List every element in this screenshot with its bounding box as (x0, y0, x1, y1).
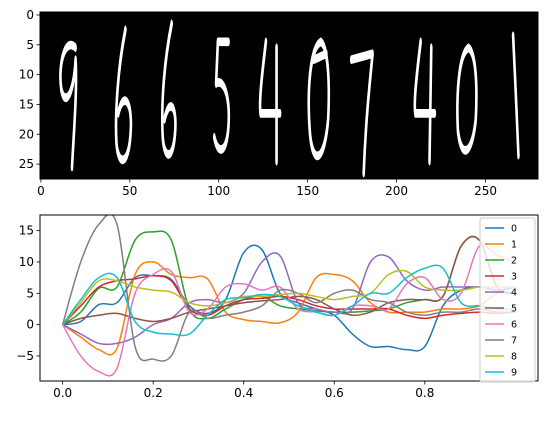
legend-label-1: 1 (511, 240, 517, 251)
image-x-tick-label: 150 (296, 184, 319, 198)
image-panel: 0 50 100 150 200 250 0 5 10 15 20 25 (19, 8, 538, 198)
image-x-tick-label: 200 (385, 184, 408, 198)
image-x-ticks: 0 50 100 150 200 250 (37, 179, 497, 198)
series-lines (63, 214, 516, 376)
chart-x-tick-label: 0.2 (144, 386, 163, 400)
chart-y-tick-label: −5 (16, 349, 34, 363)
chart-x-tick-label: 0.6 (325, 386, 344, 400)
chart-y-ticks: −5 0 5 10 15 (16, 224, 40, 363)
legend-label-9: 9 (511, 368, 517, 379)
image-y-ticks: 0 5 10 15 20 25 (19, 8, 40, 171)
chart-x-ticks: 0.0 0.2 0.4 0.6 0.8 (53, 381, 434, 400)
legend-label-0: 0 (511, 224, 517, 235)
legend: 0 1 2 3 4 5 6 7 8 9 (480, 218, 535, 382)
digit-image-background (40, 12, 538, 179)
chart-y-tick-label: 10 (19, 255, 34, 269)
chart-y-tick-label: 5 (26, 286, 34, 300)
chart-x-tick-label: 0.8 (415, 386, 434, 400)
image-y-tick-label: 25 (19, 157, 34, 171)
chart-x-tick-label: 0.4 (234, 386, 253, 400)
image-x-tick-label: 100 (207, 184, 230, 198)
image-y-tick-label: 5 (26, 38, 34, 52)
chart-y-tick-label: 15 (19, 224, 34, 238)
legend-label-6: 6 (511, 320, 517, 331)
image-y-tick-label: 15 (19, 97, 34, 111)
image-y-tick-label: 0 (26, 8, 34, 22)
image-x-tick-label: 50 (122, 184, 137, 198)
legend-label-5: 5 (511, 304, 517, 315)
legend-label-8: 8 (511, 352, 517, 363)
image-x-tick-label: 250 (474, 184, 497, 198)
legend-label-2: 2 (511, 256, 517, 267)
legend-box (480, 218, 535, 382)
chart-y-tick-label: 0 (26, 318, 34, 332)
legend-label-4: 4 (511, 288, 517, 299)
image-y-tick-label: 20 (19, 127, 34, 141)
image-y-tick-label: 10 (19, 68, 34, 82)
image-x-tick-label: 0 (37, 184, 45, 198)
chart-x-tick-label: 0.0 (53, 386, 72, 400)
legend-label-3: 3 (511, 272, 517, 283)
line-chart-panel: 0.0 0.2 0.4 0.6 0.8 −5 0 5 10 15 0 1 2 3 4 5 6 7 8 9 (16, 214, 538, 400)
legend-label-7: 7 (511, 336, 517, 347)
